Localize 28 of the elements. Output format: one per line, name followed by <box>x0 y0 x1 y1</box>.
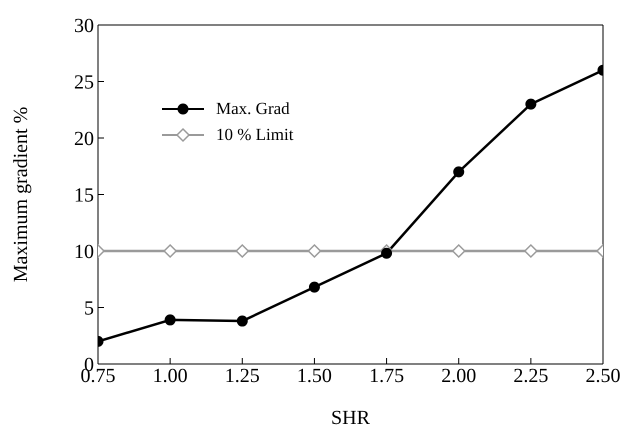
y-tick-label: 15 <box>74 184 94 207</box>
y-tick-label: 30 <box>74 15 94 38</box>
x-tick-label: 2.25 <box>513 365 548 388</box>
y-tick-label: 25 <box>74 72 94 94</box>
point <box>453 166 464 178</box>
point <box>524 244 538 258</box>
y-tick-label: 5 <box>84 298 94 320</box>
legend-label: 10 % Limit <box>216 125 294 145</box>
point <box>525 98 536 110</box>
point <box>308 282 320 293</box>
x-tick-label: 1.25 <box>224 365 260 388</box>
legend-label: Max. Grad <box>216 99 290 119</box>
x-axis-title: SHR <box>331 407 371 429</box>
x-tick-label: 1.50 <box>296 365 332 388</box>
x-tick-label: 2.50 <box>586 365 620 388</box>
point <box>381 248 392 259</box>
y-tick-label: 10 <box>74 241 94 264</box>
x-tick-label: 1.00 <box>152 365 188 388</box>
y-axis-title: Maximum gradient % <box>10 106 32 282</box>
point <box>236 316 248 327</box>
point <box>163 244 177 258</box>
y-tick-label: 20 <box>74 128 94 150</box>
x-tick-label: 1.75 <box>369 365 404 388</box>
point <box>452 244 466 258</box>
point <box>236 244 250 258</box>
point <box>308 244 322 258</box>
point <box>164 314 176 326</box>
x-tick-label: 2.00 <box>441 365 476 388</box>
